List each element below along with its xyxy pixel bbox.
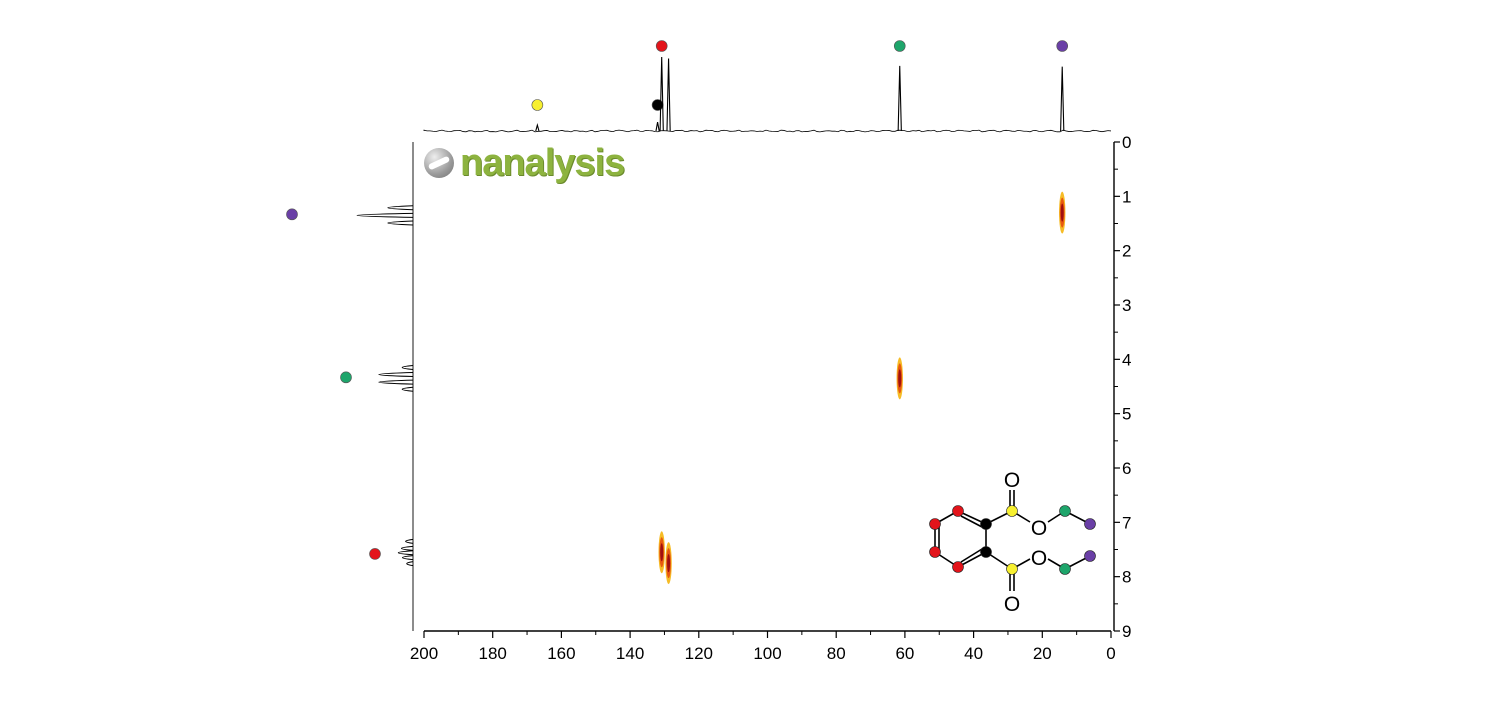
proton-peak-marker: [286, 208, 298, 221]
proton-peak-line: [405, 538, 414, 544]
ethyl-atom: [1059, 563, 1071, 575]
y-tick-label: 0: [1122, 133, 1131, 152]
x-tick-label: 160: [547, 644, 575, 663]
oxygen-label: O: [1031, 517, 1047, 540]
ring-atom: [952, 505, 964, 517]
carbon-peak: [1060, 66, 1065, 132]
proton-peak-line: [378, 372, 414, 378]
oxygen-label: O: [1031, 547, 1047, 570]
ethyl-atom: [1059, 505, 1071, 517]
proton-peak-line: [356, 212, 414, 218]
oxygen-label: O: [1004, 469, 1020, 492]
carbon-peak-marker: [655, 40, 668, 52]
y-tick-label: 5: [1122, 405, 1131, 424]
proton-peak-marker: [369, 548, 381, 560]
ring-atom: [929, 546, 941, 558]
y-tick-label: 3: [1122, 296, 1131, 315]
proton-peak-marker: [340, 371, 352, 384]
ring-atom: [952, 561, 964, 573]
proton-peak-line: [406, 561, 414, 567]
ethyl-atom: [1084, 518, 1096, 530]
crosspeak-core: [1060, 203, 1064, 222]
proton-peak-line: [400, 545, 414, 551]
y-tick-label: 2: [1122, 242, 1131, 261]
y-tick-label: 1: [1122, 187, 1131, 206]
x-tick-label: 80: [827, 644, 846, 663]
y-tick-label: 6: [1122, 459, 1131, 478]
x-tick-label: 120: [685, 644, 713, 663]
oxygen-label: O: [1004, 593, 1020, 616]
x-tick-label: 60: [895, 644, 914, 663]
carbonyl-atom: [1006, 505, 1018, 517]
proton-peak-line: [378, 379, 414, 385]
ring-double-bond: [960, 515, 983, 528]
x-tick-label: 180: [479, 644, 507, 663]
ring-atom: [980, 518, 992, 530]
crosspeak-core: [898, 369, 902, 388]
ethyl-atom: [1084, 550, 1096, 562]
proton-peak-line: [402, 555, 414, 561]
proton-peak-line: [387, 220, 414, 226]
ring-atom: [929, 518, 941, 530]
logo-text: nanalysis: [460, 142, 625, 184]
carbon-peak-marker: [893, 40, 906, 52]
proton-peak-line: [401, 364, 414, 370]
proton-peak-line: [387, 205, 414, 211]
x-tick-label: 20: [1033, 644, 1052, 663]
y-tick-label: 7: [1122, 513, 1131, 532]
y-tick-label: 8: [1122, 568, 1131, 587]
crosspeak-core: [667, 554, 671, 573]
carbon-peak: [655, 122, 660, 132]
x-tick-label: 100: [753, 644, 781, 663]
ring-atom: [980, 546, 992, 558]
crosspeak-core: [660, 543, 664, 562]
carbon-peak: [897, 65, 902, 132]
ring-double-bond: [960, 548, 983, 563]
carbon-spectrum-baseline: [423, 129, 1112, 133]
proton-peak-line: [397, 550, 414, 556]
y-tick-label: 4: [1122, 350, 1131, 369]
x-tick-label: 40: [964, 644, 983, 663]
nanalysis-logo: nanalysis: [424, 142, 625, 184]
x-tick-label: 140: [616, 644, 644, 663]
carbon-peak: [535, 122, 540, 132]
carbon-peak-marker: [651, 99, 664, 111]
y-tick-label: 9: [1122, 622, 1131, 641]
proton-peak-line: [401, 386, 414, 392]
carbon-peak: [666, 58, 671, 132]
carbonyl-atom: [1006, 563, 1018, 575]
carbon-peak: [659, 56, 664, 132]
nanalysis-logo-icon: [424, 148, 454, 178]
carbon-peak-marker: [1056, 40, 1069, 52]
x-tick-label: 200: [410, 644, 438, 663]
x-tick-label: 0: [1106, 644, 1115, 663]
carbon-peak-marker: [531, 99, 544, 111]
